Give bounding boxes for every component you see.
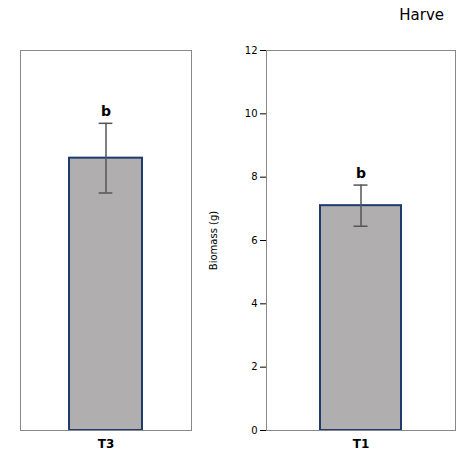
svg-text:10: 10 (245, 108, 258, 119)
svg-text:T1: T1 (353, 437, 370, 451)
svg-text:Biomass (g): Biomass (g) (208, 211, 219, 270)
svg-text:6: 6 (251, 235, 257, 246)
svg-text:b: b (101, 103, 111, 119)
svg-text:8: 8 (251, 171, 257, 182)
html-text:Harve: Harve (399, 6, 444, 24)
svg-text:0: 0 (251, 425, 257, 436)
svg-text:T3: T3 (98, 437, 115, 451)
svg-text:4: 4 (251, 298, 257, 309)
svg-text:2: 2 (251, 361, 257, 372)
svg-text:b: b (356, 165, 366, 181)
svg-text:12: 12 (245, 45, 258, 56)
